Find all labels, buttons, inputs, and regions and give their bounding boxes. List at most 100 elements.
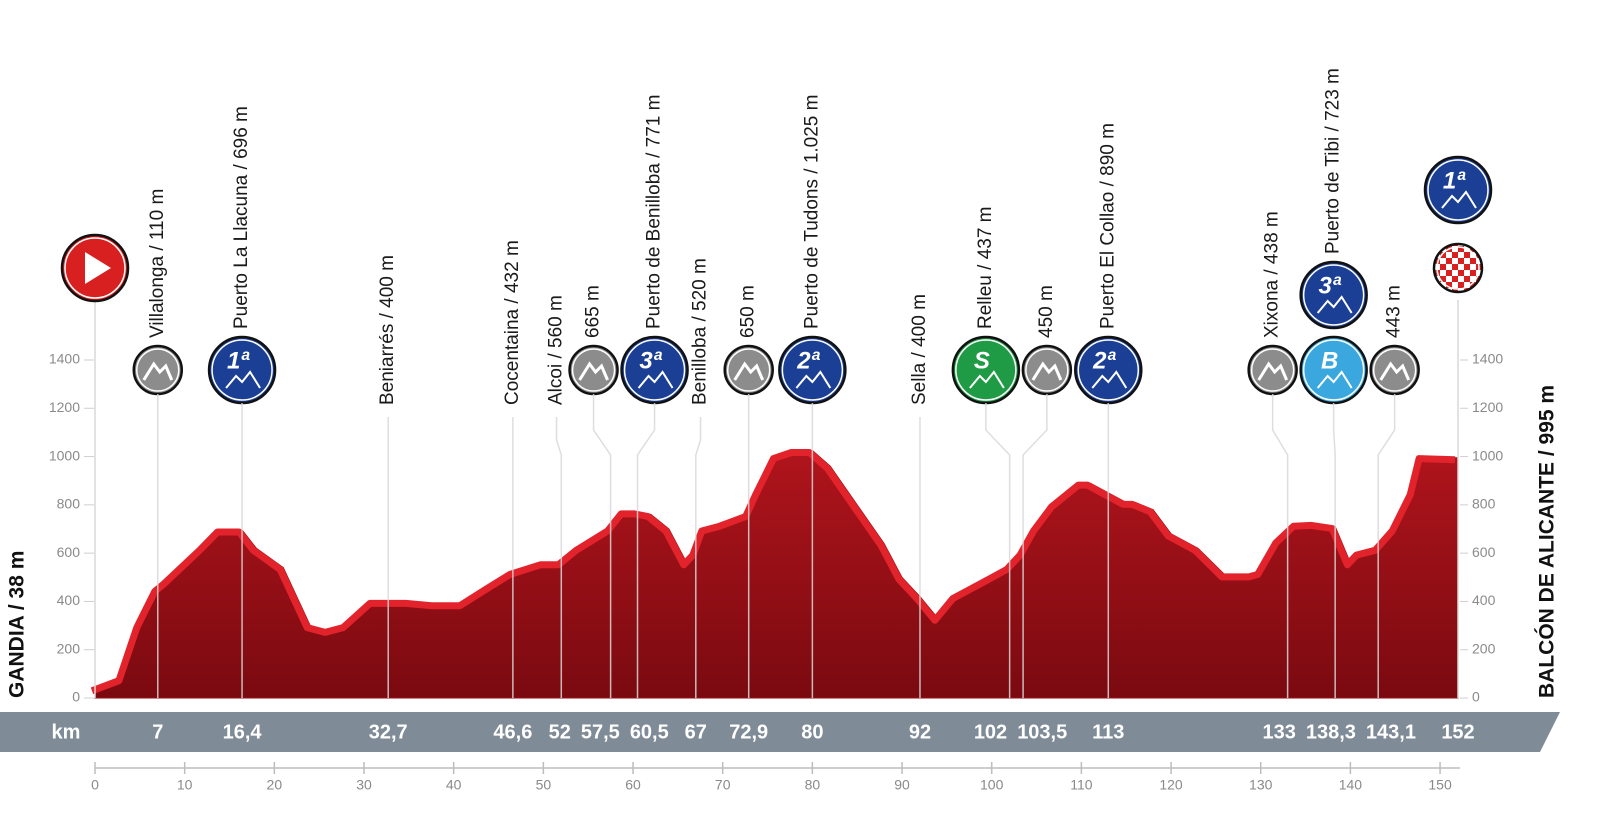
waypoint-label: Alcoi / 560 m <box>546 295 567 405</box>
badge-mountain <box>1257 361 1289 381</box>
badge-mountain <box>1091 370 1128 389</box>
km-label: 57,5 <box>581 721 620 743</box>
badge-mountain <box>1316 295 1353 314</box>
badge-mountain <box>1379 361 1411 381</box>
leader-line <box>1377 394 1396 698</box>
y-tick-label: 800 <box>1472 496 1496 512</box>
badge-mountain <box>795 370 832 389</box>
leader-line <box>695 417 702 698</box>
y-tick-label: 400 <box>57 592 81 608</box>
badge-ring <box>1302 339 1365 401</box>
x-tick-label: 80 <box>805 777 821 793</box>
x-tick-label: 130 <box>1249 777 1273 793</box>
waypoint-label: Puerto El Collao / 890 m <box>1097 123 1118 329</box>
badge-text: 1ª <box>227 347 250 374</box>
km-label: 80 <box>801 721 823 743</box>
x-tick-label: 90 <box>894 777 910 793</box>
badge-ring <box>1427 159 1489 221</box>
km-label: 72,9 <box>729 721 768 743</box>
leader-line <box>636 403 656 698</box>
km-label: 102 <box>974 721 1007 743</box>
waypoint-label: Xixona / 438 m <box>1262 211 1283 338</box>
km-label: 113 <box>1092 721 1124 743</box>
y-tick-label: 1000 <box>1472 447 1503 463</box>
y-tick-label: 1400 <box>49 351 80 367</box>
km-label: 67 <box>685 721 707 743</box>
y-tick-label: 400 <box>1472 592 1496 608</box>
y-tick-label: 1200 <box>49 399 80 415</box>
y-tick-label: 1400 <box>1472 351 1503 367</box>
waypoint-label: Puerto de Tudons / 1.025 m <box>801 95 822 330</box>
badge-ring <box>1025 348 1069 392</box>
waypoint-label: 665 m <box>583 285 604 338</box>
x-tick-label: 110 <box>1070 777 1093 793</box>
waypoint-label: Cocentaina / 432 m <box>502 240 523 405</box>
km-label: 92 <box>909 721 931 743</box>
x-tick-label: 40 <box>446 777 462 793</box>
waypoint-label: Sella / 400 m <box>909 294 930 405</box>
x-tick-label: 20 <box>267 777 283 793</box>
km-bar-title: km <box>52 721 81 743</box>
badge-ring <box>726 348 771 392</box>
waypoint-label: Puerto La Llacuna / 696 m <box>231 106 252 329</box>
x-tick-label: 50 <box>536 777 552 793</box>
badge-text: 2ª <box>1092 347 1116 374</box>
x-tick-label: 140 <box>1339 777 1363 793</box>
km-label: 103,5 <box>1017 721 1067 743</box>
x-tick-label: 30 <box>356 777 372 793</box>
km-label: 133 <box>1262 721 1295 743</box>
badge-mountain <box>637 370 674 389</box>
waypoint-label: 650 m <box>738 285 759 338</box>
leader-line <box>1022 394 1048 698</box>
badge-text: B <box>1321 347 1338 374</box>
waypoint-label: Beniarrés / 400 m <box>377 255 398 405</box>
waypoint-label: Relleu / 437 m <box>975 206 996 329</box>
km-bar <box>0 712 1560 752</box>
leader-line <box>985 403 1011 698</box>
finish-label: BALCÓN DE ALICANTE / 995 m <box>1535 385 1559 698</box>
start-ring <box>64 237 126 299</box>
badge-ring <box>1250 348 1295 392</box>
waypoint-label: 450 m <box>1036 285 1057 338</box>
badge-mountain <box>1031 361 1063 381</box>
km-label: 7 <box>152 721 163 743</box>
km-label: 32,7 <box>369 721 408 743</box>
y-tick-label: 800 <box>57 496 81 512</box>
km-label: 46,6 <box>493 721 532 743</box>
badge-ring <box>1302 264 1365 326</box>
km-label: 143,1 <box>1366 721 1416 743</box>
x-tick-label: 60 <box>625 777 641 793</box>
x-tick-label: 70 <box>715 777 731 793</box>
x-tick-label: 120 <box>1159 777 1183 793</box>
leader-line <box>555 417 563 698</box>
waypoint-label: Puerto de Tibi / 723 m <box>1323 68 1344 254</box>
y-tick-label: 600 <box>57 544 81 560</box>
badge-ring <box>955 339 1017 401</box>
badge-text: 3ª <box>639 347 662 374</box>
y-tick-label: 0 <box>72 689 80 705</box>
start-play <box>85 252 111 284</box>
badge-ring <box>571 348 616 392</box>
x-tick-label: 100 <box>980 777 1004 793</box>
badge-ring <box>1372 348 1417 392</box>
badge-mountain <box>578 361 609 381</box>
badge-text: 3ª <box>1319 272 1342 299</box>
badge <box>1432 242 1484 294</box>
leader-line <box>1271 394 1289 698</box>
badge-ring <box>781 339 844 401</box>
km-label: 16,4 <box>223 721 263 743</box>
x-tick-label: 10 <box>177 777 193 793</box>
x-tick-label: 150 <box>1428 777 1452 793</box>
badge-mountain <box>142 361 174 381</box>
badge-text: S <box>974 347 990 374</box>
badge-ring <box>136 348 180 392</box>
badge-text: 2ª <box>796 347 820 374</box>
km-label: 138,3 <box>1306 721 1356 743</box>
waypoint-label: 443 m <box>1384 285 1405 338</box>
badge-mountain <box>733 361 765 381</box>
y-tick-label: 200 <box>57 640 81 656</box>
start-label: GANDIA / 38 m <box>6 551 29 698</box>
waypoint-label: Benilloba / 520 m <box>690 258 711 405</box>
